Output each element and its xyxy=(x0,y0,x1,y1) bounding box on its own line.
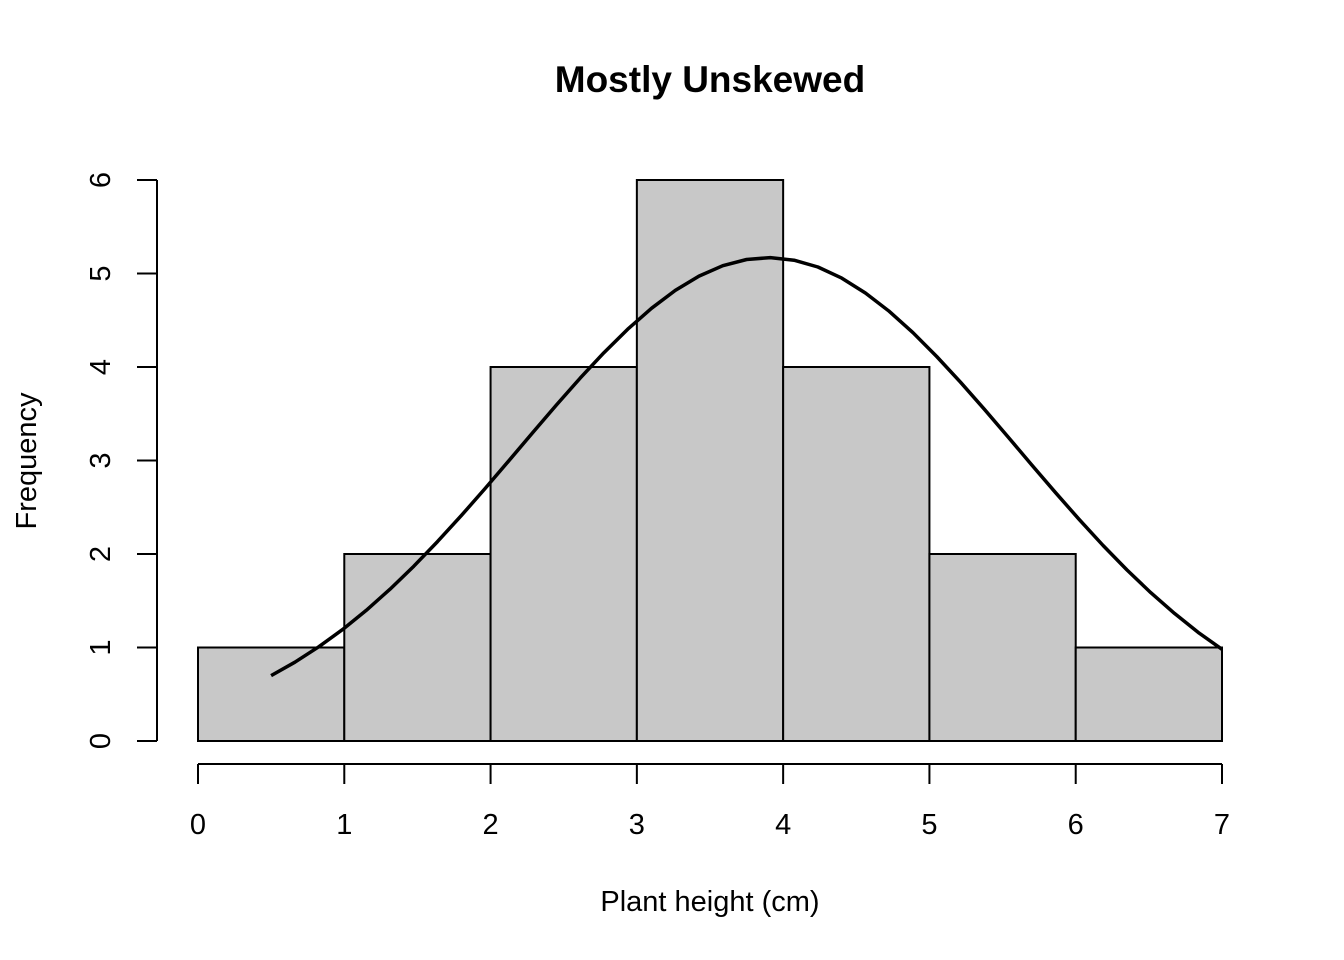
y-axis-label: Frequency xyxy=(11,392,43,530)
histogram-bar xyxy=(197,646,346,742)
x-tick-label: 3 xyxy=(629,809,645,841)
histogram-bar xyxy=(782,366,931,742)
y-tick-label: 6 xyxy=(85,172,117,188)
x-tick-label: 7 xyxy=(1214,809,1230,841)
y-tick-label: 3 xyxy=(85,452,117,468)
y-tick-label: 1 xyxy=(85,639,117,655)
y-tick-label: 4 xyxy=(85,359,117,375)
histogram-bar xyxy=(635,179,785,742)
x-axis: 0 1 2 3 4 5 6 7 xyxy=(190,763,1230,841)
histogram-bar xyxy=(928,553,1077,742)
x-tick-label: 4 xyxy=(775,809,791,841)
y-tick-label: 0 xyxy=(85,733,117,749)
bars-group xyxy=(197,179,1223,742)
histogram-bar xyxy=(489,366,638,742)
x-tick-label: 6 xyxy=(1068,809,1084,841)
x-axis-label: Plant height (cm) xyxy=(600,886,819,918)
x-tick-label: 2 xyxy=(483,809,499,841)
y-tick-label: 2 xyxy=(85,546,117,562)
histogram-bar xyxy=(1074,646,1223,742)
histogram-bar xyxy=(343,553,492,742)
chart-title: Mostly Unskewed xyxy=(555,59,865,100)
y-tick-label: 5 xyxy=(85,265,117,281)
x-tick-label: 0 xyxy=(190,809,206,841)
normal-density-curve xyxy=(270,255,1224,678)
x-tick-label: 5 xyxy=(921,809,937,841)
y-axis: 0 1 2 3 4 5 6 xyxy=(85,172,158,749)
x-tick-label: 1 xyxy=(336,809,352,841)
